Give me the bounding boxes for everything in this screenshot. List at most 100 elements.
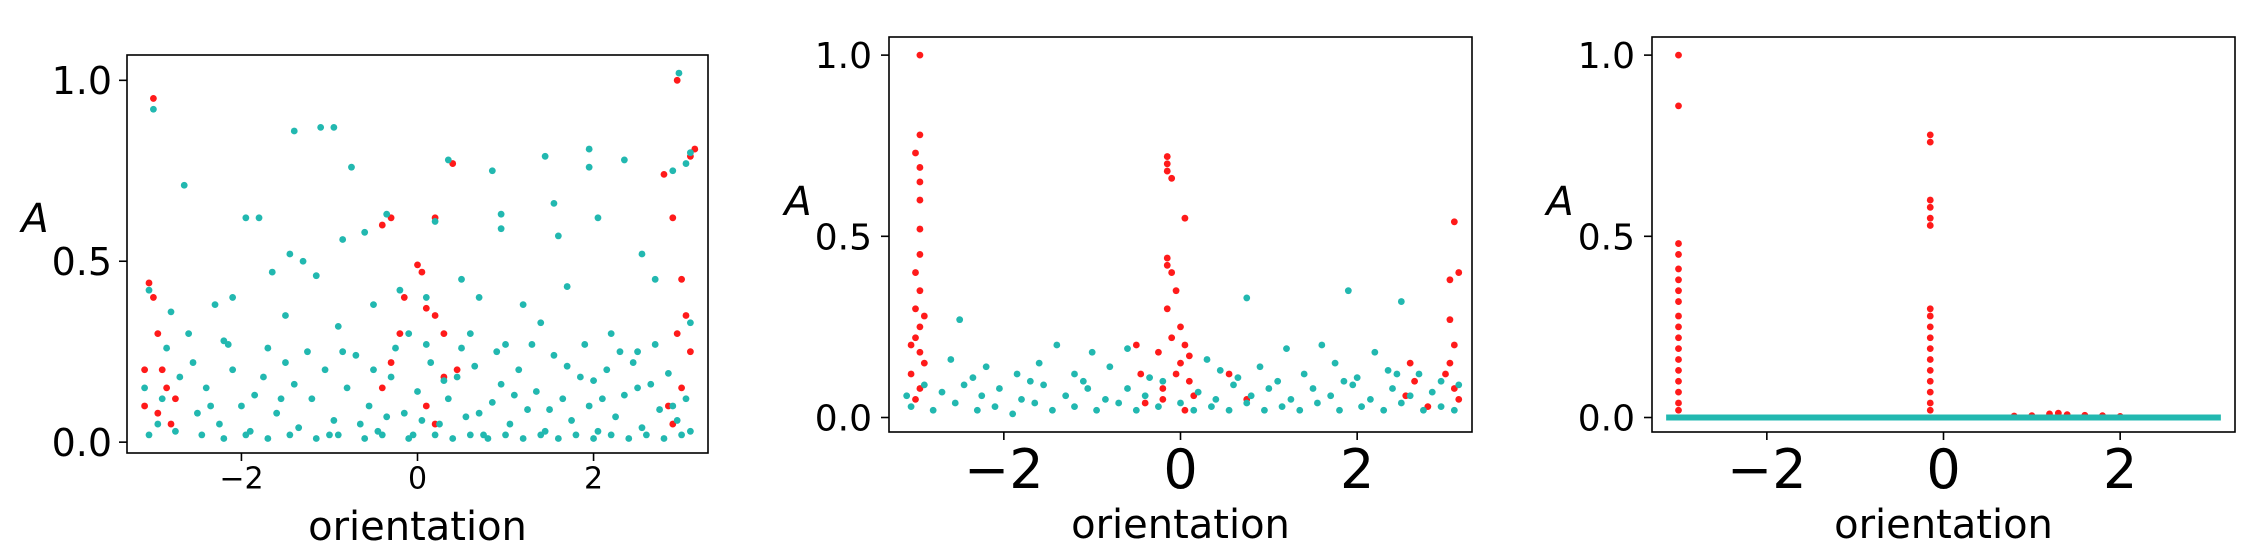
data-point-teal xyxy=(312,435,320,442)
data-point-red xyxy=(916,131,924,139)
data-point-teal xyxy=(198,431,206,439)
data-point-teal xyxy=(211,301,219,309)
scatter-panel-1: −2 0 2 0.0 0.5 1.0 orientation A xyxy=(18,54,709,550)
data-point-teal xyxy=(396,286,404,294)
data-point-red xyxy=(1675,406,1682,414)
data-point-teal xyxy=(1071,403,1078,411)
data-point-teal xyxy=(361,435,369,442)
data-point-red xyxy=(682,312,690,319)
data-point-teal xyxy=(1230,381,1237,389)
data-point-teal xyxy=(973,406,981,414)
data-point-teal xyxy=(321,366,329,374)
data-point-teal xyxy=(475,409,483,417)
data-point-teal xyxy=(286,431,294,439)
data-point-teal xyxy=(392,344,399,352)
data-point-red xyxy=(1926,312,1934,320)
data-point-teal xyxy=(629,359,637,366)
data-point-teal xyxy=(277,395,285,403)
data-point-teal xyxy=(532,388,540,395)
data-point-teal xyxy=(682,160,690,167)
data-point-teal xyxy=(1358,403,1365,411)
data-point-teal xyxy=(996,385,1003,392)
data-point-teal xyxy=(1212,395,1220,403)
data-point-teal xyxy=(664,370,672,377)
data-point-teal xyxy=(616,348,624,356)
data-point-red xyxy=(158,366,166,374)
data-point-teal xyxy=(436,420,443,428)
data-point-red xyxy=(1675,298,1682,305)
data-point-red xyxy=(912,305,919,313)
data-point-teal xyxy=(1256,363,1264,371)
data-point-teal xyxy=(510,391,518,399)
data-point-teal xyxy=(352,351,360,359)
y-tick-label: 0.0 xyxy=(1578,398,1635,439)
data-point-teal xyxy=(620,391,628,399)
y-axis-label: A xyxy=(781,179,811,225)
data-point-red xyxy=(1177,359,1184,367)
data-point-teal xyxy=(497,225,505,233)
data-point-red xyxy=(154,330,162,337)
data-point-teal xyxy=(290,380,298,388)
data-point-teal xyxy=(594,214,602,222)
data-point-teal xyxy=(497,380,505,388)
data-point-red xyxy=(1926,399,1934,407)
data-point-red xyxy=(1675,287,1682,295)
data-point-red xyxy=(1163,167,1171,175)
data-point-teal xyxy=(334,322,342,330)
data-point-teal xyxy=(150,105,157,113)
data-point-teal xyxy=(1420,406,1427,414)
data-point-teal xyxy=(1300,370,1308,378)
data-point-teal xyxy=(453,373,461,381)
data-point-teal xyxy=(255,214,263,222)
data-point-teal xyxy=(418,417,426,424)
data-point-teal xyxy=(528,341,536,348)
data-point-teal xyxy=(1115,399,1123,407)
x-axis-label: orientation xyxy=(1834,502,2053,548)
data-point-teal xyxy=(598,395,606,403)
data-point-teal xyxy=(229,366,237,374)
data-point-teal xyxy=(1265,385,1273,392)
data-point-teal xyxy=(356,420,364,428)
data-point-red xyxy=(1926,345,1934,353)
data-point-red xyxy=(1926,214,1934,222)
data-point-teal xyxy=(1336,406,1343,414)
data-point-teal xyxy=(537,431,545,439)
data-point-teal xyxy=(563,283,571,290)
data-point-teal xyxy=(405,330,413,337)
data-point-teal xyxy=(506,420,514,428)
data-point-red xyxy=(1181,341,1189,349)
data-point-teal xyxy=(1243,399,1251,407)
data-point-red xyxy=(1675,356,1682,363)
data-point-teal xyxy=(1141,392,1149,400)
data-point-red xyxy=(378,384,386,392)
data-point-teal xyxy=(686,149,694,157)
data-point-teal xyxy=(317,123,325,131)
data-point-teal xyxy=(1062,392,1070,400)
data-point-red xyxy=(1926,334,1934,342)
data-point-teal xyxy=(1274,377,1282,385)
data-point-teal xyxy=(466,431,474,439)
data-point-red xyxy=(907,341,915,349)
data-point-teal xyxy=(969,374,977,382)
data-point-red xyxy=(916,323,924,331)
data-point-teal xyxy=(242,431,250,439)
data-point-red xyxy=(912,149,919,157)
data-point-red xyxy=(660,171,668,178)
data-point-red xyxy=(1185,352,1193,360)
data-point-red xyxy=(1675,377,1682,385)
data-point-teal xyxy=(669,167,677,175)
x-tick-label: 2 xyxy=(584,462,603,497)
data-point-red xyxy=(141,402,149,410)
data-point-teal xyxy=(158,395,166,403)
data-point-red xyxy=(1411,377,1418,385)
data-point-teal xyxy=(330,417,338,424)
data-point-red xyxy=(669,214,677,222)
data-point-teal xyxy=(1397,298,1405,305)
data-point-teal xyxy=(590,377,597,385)
data-point-teal xyxy=(471,362,479,370)
x-tick-label: 0 xyxy=(1926,438,1960,501)
y-tick-label: 0.0 xyxy=(815,398,872,439)
data-point-teal xyxy=(1349,381,1357,389)
data-point-teal xyxy=(348,163,355,171)
x-tick-label: 2 xyxy=(2103,438,2137,501)
